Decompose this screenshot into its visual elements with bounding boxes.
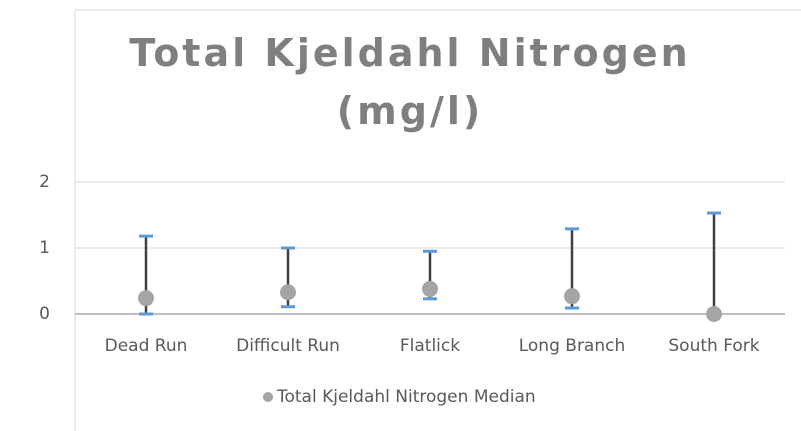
median-marker (706, 306, 722, 322)
legend-marker (263, 392, 273, 402)
x-tick-label: Difficult Run (236, 336, 340, 356)
chart-frame (74, 9, 801, 431)
median-marker (422, 280, 438, 297)
y-tick-label: 2 (39, 172, 50, 192)
chart-title: Total Kjeldahl Nitrogen (mg/l) (129, 31, 691, 133)
median-marker (138, 290, 154, 307)
x-tick-label: Dead Run (105, 336, 188, 356)
median-marker (564, 288, 580, 305)
x-tick-label: Flatlick (400, 336, 460, 356)
y-tick-label: 0 (39, 304, 50, 324)
x-tick-label: South Fork (668, 336, 759, 356)
y-tick-label: 1 (39, 238, 50, 258)
median-marker (280, 284, 296, 301)
legend-label: Total Kjeldahl Nitrogen Median (276, 387, 536, 407)
x-tick-label: Long Branch (519, 336, 626, 356)
